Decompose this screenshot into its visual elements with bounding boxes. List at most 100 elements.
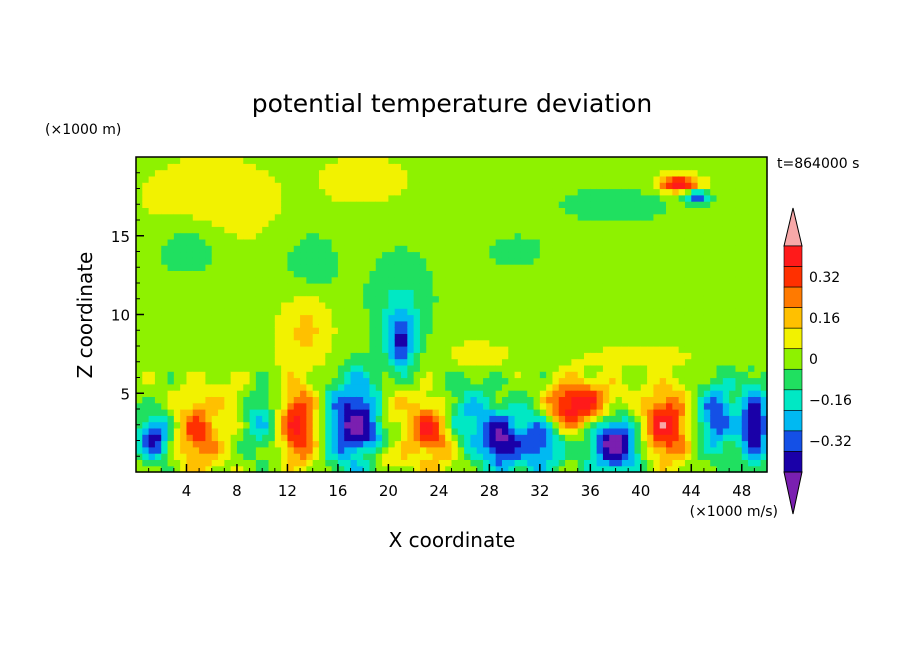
field-cell xyxy=(596,352,604,360)
field-cell xyxy=(678,453,686,460)
field-cell xyxy=(300,295,307,303)
field-cell xyxy=(451,339,459,347)
field-cell xyxy=(647,327,655,334)
field-cell xyxy=(748,276,755,284)
field-cell xyxy=(369,226,377,234)
field-cell xyxy=(539,201,547,208)
field-cell xyxy=(318,390,326,397)
field-cell xyxy=(596,371,604,379)
field-cell xyxy=(192,276,200,284)
field-cell xyxy=(161,238,169,246)
field-cell xyxy=(647,440,655,448)
field-cell xyxy=(647,409,655,416)
field-cell xyxy=(287,226,295,234)
field-cell xyxy=(508,402,516,410)
field-cell xyxy=(546,226,554,234)
field-cell xyxy=(136,308,143,316)
field-cell xyxy=(501,201,509,208)
field-cell xyxy=(710,390,718,397)
field-cell xyxy=(224,188,232,196)
field-cell xyxy=(218,226,225,234)
field-cell xyxy=(703,371,711,379)
field-cell xyxy=(577,270,585,278)
field-cell xyxy=(388,409,396,416)
field-cell xyxy=(401,409,408,416)
field-cell xyxy=(489,238,497,246)
field-cell xyxy=(445,396,453,404)
field-cell xyxy=(211,207,219,215)
field-cell xyxy=(659,207,667,215)
field-cell xyxy=(388,194,396,202)
field-cell xyxy=(546,257,554,265)
field-cell xyxy=(666,358,673,366)
field-cell xyxy=(224,220,232,227)
field-cell xyxy=(546,276,554,284)
field-cell xyxy=(691,257,699,265)
field-cell xyxy=(691,459,699,467)
field-cell xyxy=(205,308,213,316)
field-cell xyxy=(666,194,673,202)
field-cell xyxy=(407,220,415,227)
field-cell xyxy=(337,459,345,467)
field-cell xyxy=(287,289,295,297)
field-cell xyxy=(148,257,156,265)
field-cell xyxy=(691,157,699,164)
field-cell xyxy=(337,383,345,391)
field-cell xyxy=(760,314,768,322)
field-cell xyxy=(136,427,143,435)
field-cell xyxy=(678,270,686,278)
field-cell xyxy=(729,320,737,328)
field-cell xyxy=(476,251,484,259)
field-cell xyxy=(565,377,572,385)
field-cell xyxy=(628,446,636,454)
field-cell xyxy=(249,327,257,334)
field-cell xyxy=(363,440,371,448)
field-cell xyxy=(533,383,541,391)
field-cell xyxy=(628,465,636,473)
field-cell xyxy=(489,320,497,328)
field-cell xyxy=(243,421,251,429)
field-cell xyxy=(432,276,440,284)
field-cell xyxy=(350,409,358,416)
field-cell xyxy=(672,402,680,410)
field-cell xyxy=(760,390,768,397)
field-cell xyxy=(697,238,705,246)
field-cell xyxy=(565,251,572,259)
field-cell xyxy=(192,415,200,423)
field-cell xyxy=(489,232,497,240)
field-cell xyxy=(419,220,427,227)
field-cell xyxy=(678,188,686,196)
field-cell xyxy=(306,201,314,208)
field-cell xyxy=(148,446,156,454)
field-cell xyxy=(331,213,339,221)
field-cell xyxy=(142,226,150,234)
field-cell xyxy=(306,346,314,353)
field-cell xyxy=(167,320,175,328)
field-cell xyxy=(419,245,427,253)
field-cell xyxy=(268,251,276,259)
field-cell xyxy=(584,276,591,284)
field-cell xyxy=(161,440,169,448)
field-cell xyxy=(697,295,705,303)
field-cell xyxy=(533,264,541,271)
field-cell xyxy=(394,169,402,177)
field-cell xyxy=(230,194,238,202)
field-cell xyxy=(457,194,465,202)
field-cell xyxy=(628,377,636,385)
field-cell xyxy=(735,207,743,215)
field-cell xyxy=(609,453,617,460)
field-cell xyxy=(741,396,749,404)
field-cell xyxy=(287,276,295,284)
field-cell xyxy=(318,377,326,385)
field-cell xyxy=(552,453,560,460)
field-cell xyxy=(375,289,383,297)
field-cell xyxy=(281,396,289,404)
field-cell xyxy=(230,270,238,278)
field-cell xyxy=(501,383,509,391)
field-cell xyxy=(262,352,270,360)
field-cell xyxy=(438,213,446,221)
field-cell xyxy=(218,383,225,391)
field-cell xyxy=(710,440,718,448)
field-cell xyxy=(508,182,516,190)
field-cell xyxy=(451,257,459,265)
